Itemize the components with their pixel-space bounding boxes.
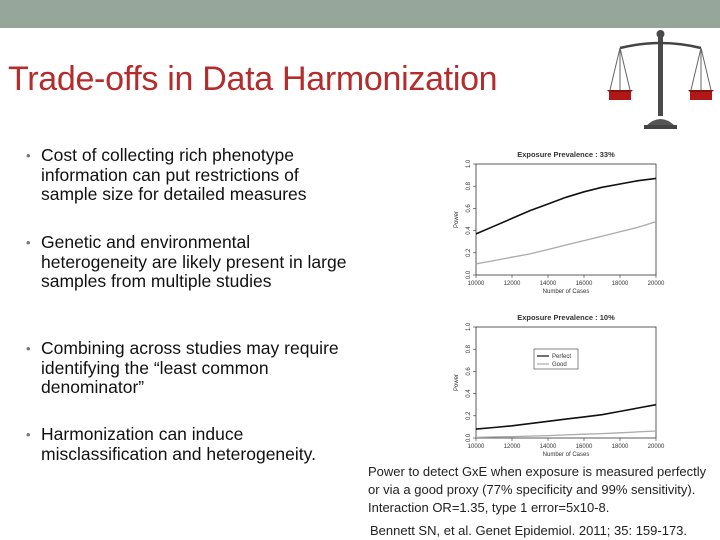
- bullet-item: • Genetic and environmental heterogeneit…: [26, 232, 356, 292]
- plot-frame: [475, 163, 657, 276]
- bullet-dot-icon: •: [26, 341, 31, 356]
- x-tick-label: 18000: [612, 281, 629, 287]
- y-tick-label: 0.6: [466, 367, 472, 376]
- bullet-text: Cost of collecting rich phenotype inform…: [41, 145, 307, 204]
- x-axis-label: Number of Cases: [543, 289, 590, 295]
- y-tick-label: 0.4: [466, 389, 472, 398]
- x-tick-label: 20000: [648, 281, 665, 287]
- x-tick-label: 18000: [612, 444, 629, 450]
- chart-title: Exposure Prevalence : 10%: [517, 313, 615, 322]
- y-tick-label: 0.0: [466, 433, 472, 442]
- series-line-good: [475, 221, 657, 265]
- series-line-good: [475, 430, 657, 439]
- y-tick-label: 0.0: [466, 270, 472, 279]
- y-tick-label: 1.0: [466, 322, 472, 331]
- slide-title: Trade-offs in Data Harmonization: [8, 60, 498, 98]
- y-axis-label: Power: [454, 211, 460, 228]
- x-tick-label: 16000: [576, 281, 593, 287]
- citation: Bennett SN, et al. Genet Epidemiol. 2011…: [370, 523, 688, 538]
- bullet-item: • Harmonization can induce misclassifica…: [26, 424, 356, 464]
- plot-frame: [475, 326, 657, 439]
- power-chart-33: Exposure Prevalence : 33% 0.0 0.2 0.4 0.6 0.8…: [452, 148, 665, 313]
- x-tick-label: 10000: [468, 444, 485, 450]
- x-tick-label: 20000: [648, 444, 665, 450]
- x-tick-label: 10000: [468, 281, 485, 287]
- x-tick-label: 12000: [504, 444, 521, 450]
- y-tick-label: 0.6: [466, 204, 472, 213]
- bullet-text: Combining across studies may require ide…: [41, 338, 339, 397]
- series-line-perfect: [475, 177, 657, 235]
- y-tick-label: 0.8: [466, 181, 472, 190]
- bullet-dot-icon: •: [26, 148, 31, 163]
- x-tick-label: 14000: [540, 281, 557, 287]
- chart-title: Exposure Prevalence : 33%: [517, 150, 615, 159]
- y-tick-label: 0.4: [466, 226, 472, 235]
- figure-caption: Power to detect GxE when exposure is mea…: [368, 464, 707, 515]
- bullet-item: • Combining across studies may require i…: [26, 338, 356, 398]
- legend-label: Perfect: [552, 354, 571, 360]
- y-tick-label: 0.8: [466, 344, 472, 353]
- x-axis-label: Number of Cases: [543, 452, 590, 458]
- bullet-text: Harmonization can induce misclassificati…: [41, 424, 316, 464]
- y-tick-label: 0.2: [466, 248, 472, 257]
- x-tick-label: 16000: [576, 444, 593, 450]
- bullet-dot-icon: •: [26, 427, 31, 442]
- bullet-dot-icon: •: [26, 235, 31, 250]
- balance-scale-icon: [606, 28, 716, 134]
- series-line-perfect: [475, 403, 657, 430]
- bullet-text: Genetic and environmental heterogeneity …: [41, 232, 347, 291]
- y-tick-label: 0.2: [466, 411, 472, 420]
- legend-label: Good: [552, 362, 567, 368]
- x-tick-label: 12000: [504, 281, 521, 287]
- x-tick-label: 14000: [540, 444, 557, 450]
- bullet-item: • Cost of collecting rich phenotype info…: [26, 145, 356, 205]
- y-axis-label: Power: [454, 374, 460, 391]
- power-chart-10: Exposure Prevalence : 10% 0.0 0.2 0.4 0.6 0.8…: [452, 311, 665, 476]
- top-accent-bar: [0, 0, 720, 28]
- y-tick-label: 1.0: [466, 159, 472, 168]
